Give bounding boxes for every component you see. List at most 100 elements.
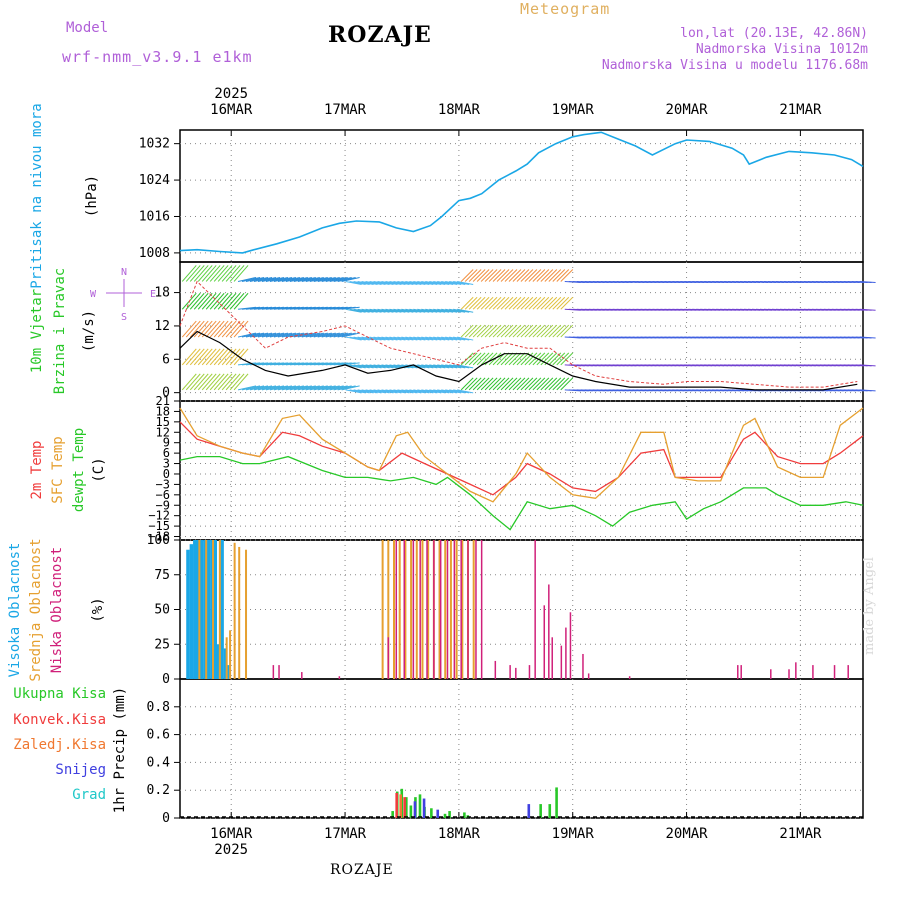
- wind-vector: [377, 280, 394, 285]
- wind-vector: [273, 385, 293, 391]
- x-tick-label-bottom: 19MAR: [552, 826, 595, 842]
- wind-vector: [460, 324, 474, 338]
- wind-vector: [301, 332, 320, 338]
- low-cloud-bar: [278, 665, 280, 679]
- wind-vector: [217, 265, 233, 282]
- wind-vector: [269, 332, 289, 338]
- wind-vector: [249, 385, 269, 391]
- temp-axis-title-1: 2m Temp: [29, 440, 45, 499]
- mid-cloud-bar: [444, 540, 447, 679]
- elevation: Nadmorska Visina 1012m: [695, 42, 868, 57]
- wind-vector: [453, 308, 470, 313]
- wind-vector: [225, 348, 241, 366]
- wind-axis-title-1: 10m Vjetar: [29, 289, 45, 373]
- wind-vector: [181, 348, 197, 366]
- wind-vector: [449, 389, 466, 394]
- wind-vector: [349, 336, 366, 341]
- wind-vector: [209, 265, 225, 282]
- y-tick-label-2: −18: [148, 530, 170, 544]
- wind-vector: [393, 364, 410, 369]
- mid-cloud-bar: [455, 540, 458, 679]
- wind-vector: [449, 280, 466, 285]
- low-cloud-bar: [272, 665, 275, 679]
- y-tick-label-2: 0: [163, 467, 170, 481]
- wind-vector: [229, 348, 245, 366]
- mid-cloud-bar: [212, 540, 215, 679]
- wind-vector: [425, 336, 442, 341]
- low-cloud-bar: [534, 540, 536, 679]
- wind-vector: [421, 336, 438, 341]
- wind-vector: [496, 296, 510, 310]
- wind-vector: [281, 385, 300, 391]
- wind-vector: [528, 296, 542, 310]
- wind-vector: [373, 280, 390, 285]
- wind-vector: [369, 389, 386, 394]
- wind-vector: [349, 308, 366, 313]
- x-tick-label-top: 17MAR: [324, 102, 367, 118]
- wind-vector: [341, 276, 360, 282]
- wind-vector: [197, 320, 213, 338]
- wind-vector: [409, 336, 426, 341]
- temp-axis-title-3: dewpt Temp: [71, 428, 87, 512]
- wind-vector: [273, 276, 293, 282]
- wind-vector: [488, 377, 502, 391]
- wind-vector: [460, 269, 474, 282]
- y-tick-label-1: 18: [154, 286, 170, 301]
- wind-vector: [460, 377, 474, 391]
- wind-vector: [337, 332, 356, 338]
- wind-vector: [417, 308, 434, 313]
- wind-vector: [381, 280, 398, 285]
- wind-vector: [229, 320, 245, 338]
- wind-vector: [337, 385, 356, 391]
- wind-vector: [445, 364, 462, 369]
- wind-vector: [365, 280, 382, 285]
- wind-vector: [520, 352, 534, 366]
- wind-vector: [333, 276, 352, 282]
- wind-vector: [297, 332, 316, 338]
- temp-unit: (C): [91, 457, 107, 482]
- wind-vector: [189, 265, 205, 282]
- wind-vector: [285, 276, 304, 282]
- low-cloud-bar: [847, 665, 849, 679]
- high-cloud-bar: [193, 540, 197, 679]
- wind-vector: [512, 352, 526, 366]
- wind-vector: [449, 364, 466, 369]
- wind-vector: [516, 269, 530, 282]
- y-tick-label-0: 1032: [139, 137, 170, 152]
- low-cloud-bar: [548, 584, 550, 679]
- wind-vector: [309, 385, 328, 391]
- wind-vector: [221, 373, 237, 391]
- wind-vector: [181, 265, 197, 282]
- wind-vector: [317, 385, 336, 391]
- wind-vector: [429, 389, 446, 394]
- wind-axis-title-2: Brzina i Pravac: [52, 268, 68, 394]
- pressure-axis-title: Pritisak na nivou mora: [29, 103, 45, 288]
- wind-vector: [449, 336, 466, 341]
- wind-vector: [377, 389, 394, 394]
- wind-vector: [237, 385, 257, 391]
- wind-vector: [225, 265, 241, 282]
- wind-vector: [464, 324, 478, 338]
- wind-vector: [417, 364, 434, 369]
- low-cloud-bar: [387, 637, 390, 679]
- mid-cloud-bar: [233, 542, 236, 679]
- wind-vector: [205, 265, 221, 282]
- wind-vector: [540, 352, 554, 366]
- wind-vector: [185, 373, 201, 391]
- x-tick-label-bottom: 21MAR: [779, 826, 822, 842]
- wind-vector: [189, 320, 205, 338]
- wind-vector: [504, 296, 518, 310]
- wind-vector: [508, 324, 522, 338]
- wind-vector: [536, 269, 550, 282]
- wind-vector: [185, 265, 201, 282]
- wind-vector: [321, 385, 340, 391]
- wind-vector: [540, 377, 554, 391]
- wind-vector: [524, 296, 538, 310]
- wind-vector: [361, 364, 378, 369]
- wind-vector: [508, 269, 522, 282]
- low-cloud-bar: [560, 645, 563, 679]
- x-tick-label-top: 19MAR: [552, 102, 595, 118]
- wind-vector: [556, 269, 570, 282]
- y-tick-label-1: 12: [154, 319, 170, 334]
- meteogram-title: Meteogram: [520, 0, 611, 18]
